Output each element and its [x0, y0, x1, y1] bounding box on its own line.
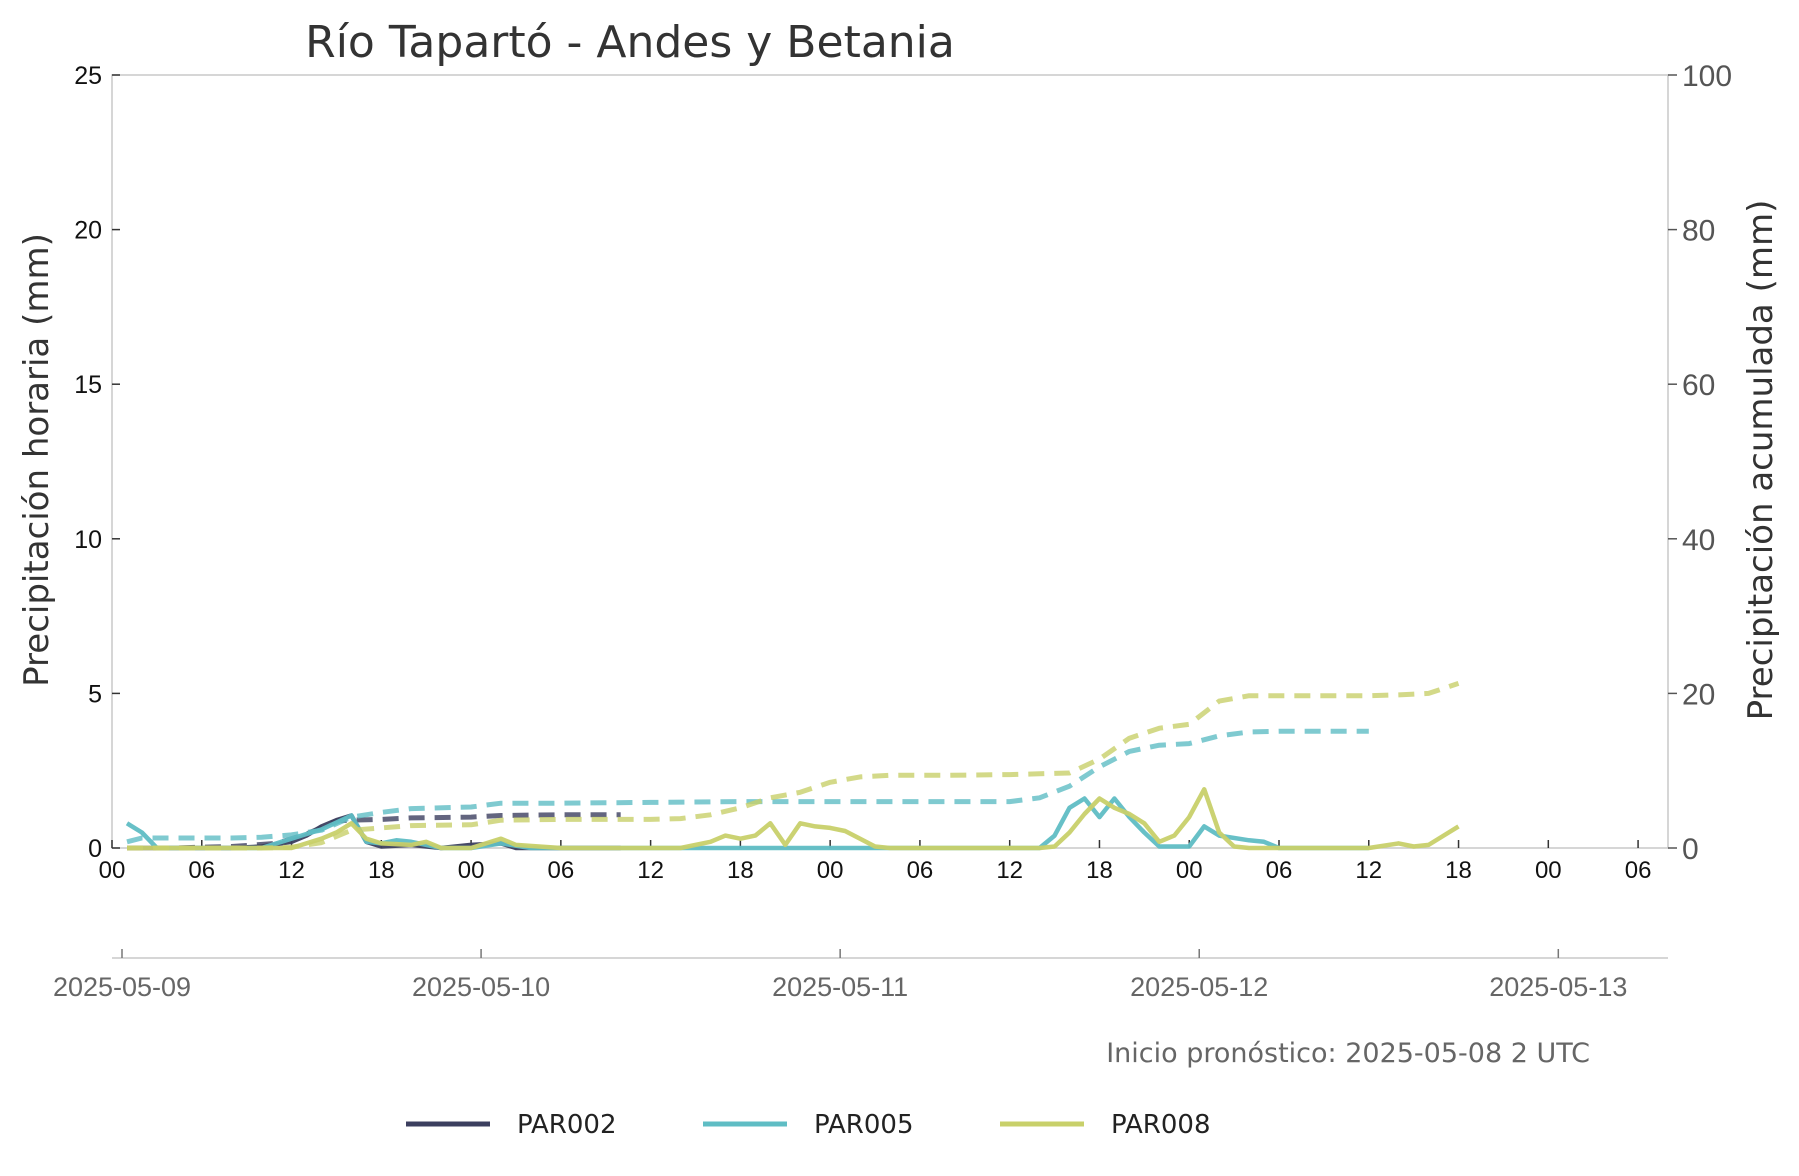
series-par005-cumulative-line	[126, 728, 1369, 845]
series-lines	[125, 681, 1460, 851]
y-left-tick-label: 5	[88, 680, 102, 708]
x-hour-tick-label: 18	[1086, 857, 1113, 884]
x-hour-tick-label: 00	[1176, 857, 1203, 884]
date-tick-label: 2025-05-11	[772, 972, 908, 1002]
y-right-tick-label: 40	[1682, 524, 1715, 557]
x-hour-tick-label: 12	[637, 857, 664, 884]
date-tick-label: 2025-05-13	[1489, 972, 1627, 1002]
x-hour-tick-label: 00	[99, 857, 126, 884]
x-hour-tick-label: 06	[907, 857, 934, 884]
y-left-tick-label: 20	[74, 217, 102, 245]
date-tick-label: 2025-05-12	[1130, 972, 1268, 1002]
y-axis-left-ticks: 0 5 10 15 20 25	[74, 62, 120, 863]
series-par005-hourly-line	[125, 796, 1369, 851]
x-axis-hour-ticks: 00 06 12 18 00 06 12 18 00 06 12 18 00 06 12 18 00 06	[99, 840, 1652, 884]
forecast-start-note: Inicio pronóstico: 2025-05-08 2 UTC	[1106, 1038, 1590, 1069]
legend-label-par008: PAR008	[1111, 1110, 1211, 1140]
legend-label-par002: PAR002	[517, 1110, 617, 1140]
y-right-tick-label: 20	[1682, 678, 1715, 711]
y-right-tick-label: 100	[1682, 60, 1732, 93]
series-par008-hourly-line	[127, 787, 1460, 851]
y-axis-left-label: Precipitación horaria (mm)	[17, 233, 57, 687]
x-hour-tick-label: 00	[817, 857, 844, 884]
x-hour-tick-label: 12	[996, 857, 1023, 884]
y-right-tick-label: 0	[1682, 833, 1699, 866]
date-tick-label: 2025-05-10	[412, 972, 550, 1002]
x-axis-date-ticks: 2025-05-09 2025-05-10 2025-05-11 2025-05-12…	[53, 949, 1668, 1002]
y-left-tick-label: 25	[74, 62, 102, 90]
legend-label-par005: PAR005	[814, 1110, 914, 1140]
x-hour-tick-label: 06	[547, 857, 574, 884]
series-par008-cumulative-line	[127, 681, 1460, 851]
x-hour-tick-label: 18	[1445, 857, 1472, 884]
chart-title: Río Tapartó - Andes y Betania	[305, 17, 955, 68]
x-hour-tick-label: 00	[1535, 857, 1562, 884]
x-hour-tick-label: 06	[1625, 857, 1652, 884]
x-hour-tick-label: 00	[458, 857, 485, 884]
plot-border	[111, 74, 1669, 849]
y-left-tick-label: 0	[88, 835, 102, 863]
y-right-tick-label: 60	[1682, 369, 1715, 402]
x-hour-tick-label: 12	[1355, 857, 1382, 884]
plot-frame	[111, 74, 1669, 849]
x-hour-tick-label: 06	[188, 857, 215, 884]
date-tick-label: 2025-05-09	[53, 972, 191, 1002]
y-left-tick-label: 15	[74, 371, 102, 399]
y-right-tick-label: 80	[1682, 215, 1715, 248]
y-axis-right-label: Precipitación acumulada (mm)	[1741, 200, 1781, 721]
x-hour-tick-label: 06	[1266, 857, 1293, 884]
x-hour-tick-label: 18	[727, 857, 754, 884]
x-hour-tick-label: 18	[368, 857, 395, 884]
y-axis-right-ticks: 0 20 40 60 80 100	[1668, 60, 1732, 866]
legend: PAR002 PAR005 PAR008	[406, 1110, 1211, 1140]
y-left-tick-label: 10	[74, 526, 102, 554]
x-hour-tick-label: 12	[278, 857, 305, 884]
